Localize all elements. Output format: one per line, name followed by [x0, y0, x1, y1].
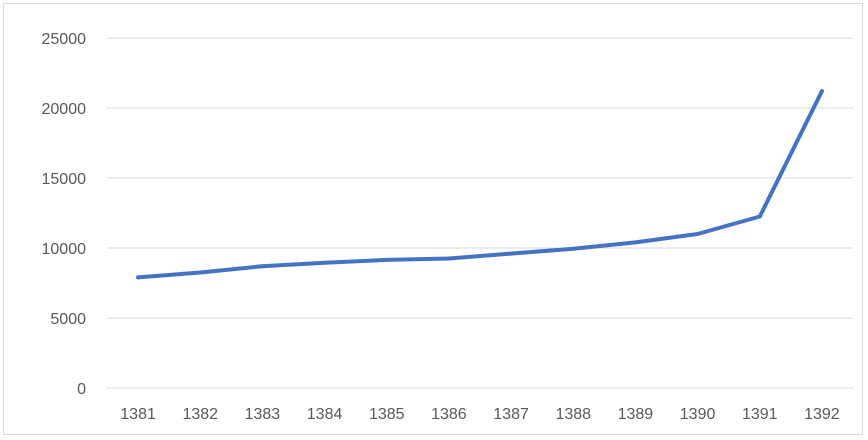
- y-tick-label: 15000: [42, 171, 87, 188]
- y-tick-label: 5000: [50, 311, 86, 328]
- y-tick-label: 25000: [42, 31, 87, 48]
- x-tick-label: 1391: [742, 406, 778, 423]
- data-point-1386: [446, 256, 451, 261]
- data-point-1391: [757, 214, 762, 219]
- data-point-1387: [509, 251, 514, 256]
- y-tick-label: 0: [77, 381, 86, 398]
- data-point-1382: [198, 270, 203, 275]
- x-tick-label: 1386: [431, 406, 467, 423]
- y-axis-tick-labels: 0 5000 10000 15000 20000 25000: [42, 31, 87, 398]
- data-point-1392: [819, 89, 824, 94]
- data-point-1383: [260, 264, 265, 269]
- x-tick-label: 1390: [680, 406, 716, 423]
- x-tick-label: 1382: [182, 406, 218, 423]
- data-point-1389: [633, 240, 638, 245]
- series-layer: [136, 89, 824, 280]
- x-tick-label: 1389: [618, 406, 654, 423]
- y-tick-label: 20000: [42, 101, 87, 118]
- gridlines: [107, 37, 853, 389]
- x-axis-tick-labels: 1381 1382 1383 1384 1385 1386 1387 1388 1389 1390…: [120, 406, 840, 423]
- x-tick-label: 1384: [307, 406, 343, 423]
- x-tick-label: 1381: [120, 406, 156, 423]
- series-line-0: [136, 89, 824, 280]
- x-tick-label: 1387: [493, 406, 529, 423]
- x-tick-label: 1388: [555, 406, 591, 423]
- x-tick-label: 1385: [369, 406, 405, 423]
- x-tick-label: 1392: [804, 406, 840, 423]
- data-point-1388: [571, 246, 576, 251]
- x-tick-label: 1383: [245, 406, 281, 423]
- data-point-1381: [136, 275, 141, 280]
- data-point-1384: [322, 260, 327, 265]
- chart-area: [3, 3, 863, 435]
- data-point-1390: [695, 232, 700, 236]
- data-point-1385: [384, 257, 389, 262]
- y-tick-label: 10000: [42, 241, 87, 258]
